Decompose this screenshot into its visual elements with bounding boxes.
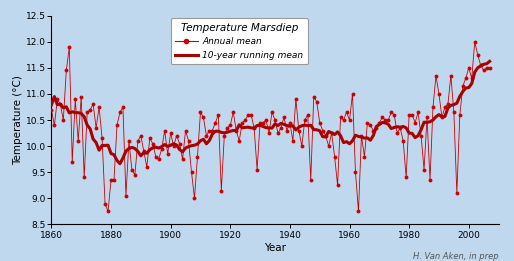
Legend: Annual mean, 10-year running mean: Annual mean, 10-year running mean bbox=[171, 18, 308, 64]
Text: H. Van Aken, in prep: H. Van Aken, in prep bbox=[413, 252, 499, 260]
Y-axis label: Temperature (°C): Temperature (°C) bbox=[13, 75, 23, 165]
X-axis label: Year: Year bbox=[264, 243, 286, 253]
